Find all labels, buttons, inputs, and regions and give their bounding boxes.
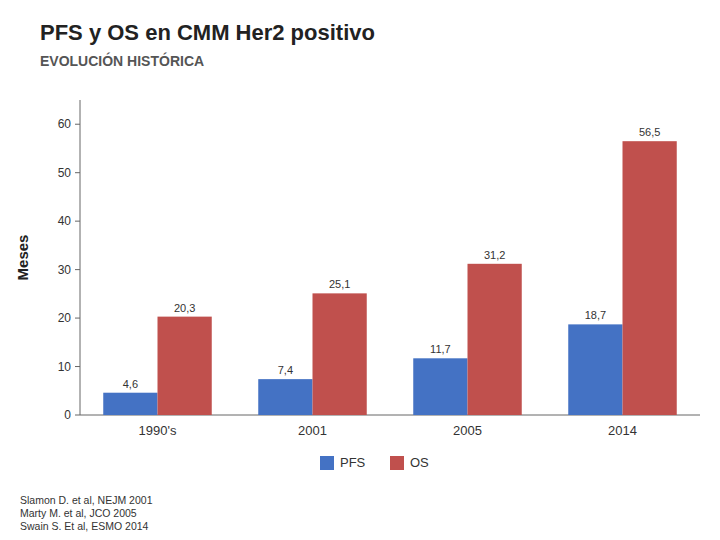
legend-swatch — [320, 456, 334, 470]
y-tick — [75, 221, 80, 222]
bar — [468, 264, 522, 415]
subtitle: EVOLUCIÓN HISTÓRICA — [40, 52, 204, 69]
bars — [103, 141, 677, 415]
legend-entry: OS — [410, 455, 429, 470]
data-label: 18,7 — [585, 309, 606, 321]
y-tick — [75, 366, 80, 367]
y-axis-line — [80, 100, 81, 415]
title: PFS y OS en CMM Her2 positivo — [40, 20, 375, 45]
legend: PFS OS — [320, 455, 429, 470]
bar — [103, 393, 157, 415]
bar — [413, 358, 467, 415]
data-label: 20,3 — [174, 302, 195, 314]
x-ticks: 1990's 2001 2005 2014 — [139, 423, 637, 438]
y-tick — [75, 172, 80, 173]
bar — [158, 317, 212, 415]
y-tick — [75, 124, 80, 125]
x-tick-label: 2001 — [298, 423, 327, 438]
data-label: 4,6 — [123, 378, 138, 390]
legend-entry: PFS — [340, 455, 366, 470]
data-label: 56,5 — [639, 126, 660, 138]
legend-swatch — [390, 456, 404, 470]
bar — [623, 141, 677, 415]
y-tick — [75, 415, 80, 416]
y-tick-label: 30 — [58, 263, 72, 277]
y-tick-label: 10 — [58, 360, 72, 374]
y-ticks: 0 10 20 30 40 50 60 — [58, 117, 80, 422]
chart: PFS y OS en CMM Her2 positivo EVOLUCIÓN H… — [0, 0, 720, 540]
y-tick-label: 50 — [58, 166, 72, 180]
data-labels: 4,6 7,4 11,7 18,7 20,3 25,1 31,2 56,5 — [123, 126, 661, 390]
footnote-line: Marty M. et al, JCO 2005 — [20, 507, 137, 519]
y-tick — [75, 318, 80, 319]
y-tick-label: 40 — [58, 214, 72, 228]
bar — [568, 324, 622, 415]
x-tick-label: 1990's — [139, 423, 177, 438]
footnote-line: Swain S. Et al, ESMO 2014 — [20, 520, 149, 532]
y-tick — [75, 269, 80, 270]
data-label: 11,7 — [430, 343, 451, 355]
y-tick-label: 60 — [58, 117, 72, 131]
y-tick-label: 20 — [58, 311, 72, 325]
data-label: 31,2 — [484, 249, 505, 261]
data-label: 25,1 — [329, 278, 350, 290]
y-tick-label: 0 — [64, 408, 71, 422]
x-tick-label: 2014 — [608, 423, 637, 438]
bar — [258, 379, 312, 415]
data-label: 7,4 — [278, 364, 293, 376]
footnote: Slamon D. et al, NEJM 2001Marty M. et al… — [20, 494, 153, 532]
footnote-line: Slamon D. et al, NEJM 2001 — [20, 494, 153, 506]
x-tick-label: 2005 — [453, 423, 482, 438]
bar — [313, 293, 367, 415]
y-axis-label: Meses — [14, 235, 31, 281]
